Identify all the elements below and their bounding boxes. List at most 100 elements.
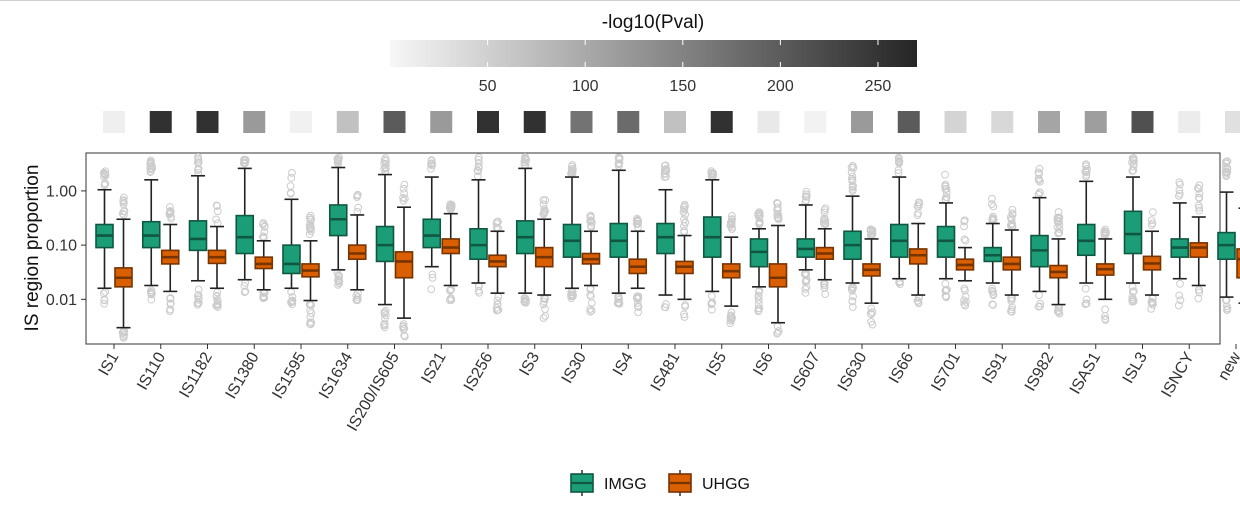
top-border bbox=[0, 0, 1240, 1]
box-iqr bbox=[422, 218, 442, 249]
outlier-point bbox=[381, 160, 390, 168]
outlier-point bbox=[400, 332, 409, 341]
outlier-point bbox=[120, 330, 129, 339]
outlier-point bbox=[353, 296, 362, 305]
outlier-point bbox=[988, 284, 997, 293]
outlier-point bbox=[586, 213, 595, 222]
outlier-point bbox=[708, 170, 717, 178]
outlier-point bbox=[614, 159, 623, 168]
outlier-point bbox=[801, 278, 810, 286]
outlier-point bbox=[334, 280, 342, 289]
pval-square bbox=[617, 111, 640, 133]
pval-square bbox=[523, 111, 546, 133]
box-uhgg bbox=[534, 218, 554, 296]
outlier-point bbox=[727, 315, 736, 324]
outlier-point bbox=[680, 313, 689, 321]
outlier-point bbox=[660, 161, 669, 170]
outlier-point bbox=[989, 288, 997, 296]
outlier-point bbox=[1101, 305, 1109, 314]
outlier-point bbox=[1101, 316, 1110, 324]
outlier-point bbox=[100, 299, 109, 308]
box-imgg bbox=[562, 176, 582, 290]
outlier-point bbox=[260, 228, 269, 237]
box-uhgg bbox=[441, 212, 461, 287]
outlier-point bbox=[119, 193, 128, 202]
outlier-point bbox=[474, 155, 483, 164]
box-iqr bbox=[1189, 242, 1209, 258]
outlier-point bbox=[492, 306, 501, 315]
outlier-point bbox=[960, 222, 968, 231]
outlier-point bbox=[587, 299, 596, 308]
box-iqr bbox=[768, 263, 788, 288]
pval-square bbox=[804, 111, 827, 133]
outlier-point bbox=[146, 167, 155, 176]
box-uhgg bbox=[908, 222, 928, 296]
outlier-point bbox=[774, 211, 783, 219]
outlier-point bbox=[194, 166, 203, 174]
outlier-point bbox=[1101, 225, 1110, 234]
outlier-point bbox=[1081, 284, 1090, 293]
outlier-point bbox=[1176, 296, 1185, 305]
outlier-point bbox=[914, 209, 923, 218]
x-tick-label: IS1634 bbox=[316, 349, 356, 402]
outlier-point bbox=[1176, 180, 1184, 189]
colorbar-tick-label: 50 bbox=[479, 78, 497, 95]
x-tick-label: new bbox=[1215, 349, 1240, 383]
outlier-point bbox=[146, 164, 155, 173]
pval-square bbox=[336, 111, 359, 133]
pval-colorbar: -log10(Pval) 50 100 150 200 250 bbox=[390, 12, 917, 95]
outlier-point bbox=[380, 323, 389, 332]
outlier-point bbox=[868, 226, 877, 235]
outlier-point bbox=[1129, 162, 1138, 171]
outlier-point bbox=[961, 301, 970, 310]
outlier-point bbox=[447, 200, 456, 209]
outlier-point bbox=[1054, 217, 1063, 226]
outlier-point bbox=[754, 288, 763, 296]
x-tick-label: IS1595 bbox=[269, 349, 309, 402]
outlier-point bbox=[1194, 184, 1203, 193]
outlier-point bbox=[727, 219, 735, 228]
outlier-point bbox=[165, 307, 174, 315]
outlier-point bbox=[1175, 291, 1184, 300]
outlier-point bbox=[633, 292, 642, 301]
box-imgg bbox=[702, 179, 722, 293]
y-tick-label: 0.10 bbox=[46, 238, 77, 255]
outlier-point bbox=[400, 189, 409, 198]
outlier-point bbox=[848, 183, 857, 192]
outlier-point bbox=[354, 203, 363, 212]
box-imgg bbox=[983, 222, 1003, 284]
outlier-point bbox=[259, 292, 268, 301]
outlier-point bbox=[428, 273, 437, 282]
outlier-point bbox=[587, 222, 596, 231]
outlier-point bbox=[147, 290, 156, 299]
outlier-point bbox=[634, 308, 643, 317]
outlier-point bbox=[1129, 287, 1138, 295]
outlier-point bbox=[399, 184, 408, 193]
outlier-point bbox=[774, 214, 783, 223]
outlier-point bbox=[867, 310, 876, 318]
outlier-point bbox=[819, 217, 828, 226]
plot-panel bbox=[85, 152, 1221, 345]
outlier-point bbox=[100, 181, 109, 189]
outlier-point bbox=[821, 204, 830, 213]
outlier-point bbox=[896, 280, 904, 289]
outlier-point bbox=[1129, 160, 1138, 168]
outlier-point bbox=[1174, 301, 1183, 310]
outlier-point bbox=[586, 307, 595, 316]
outlier-point bbox=[867, 304, 876, 313]
outlier-point bbox=[634, 219, 642, 228]
outlier-point bbox=[286, 188, 295, 197]
outlier-point bbox=[587, 306, 596, 315]
outlier-point bbox=[913, 297, 922, 305]
outlier-point bbox=[681, 202, 689, 210]
box-imgg bbox=[95, 188, 114, 290]
outlier-point bbox=[1008, 210, 1017, 219]
outlier-point bbox=[634, 303, 643, 311]
significance-squares bbox=[103, 111, 1240, 133]
outlier-point bbox=[1194, 193, 1203, 202]
outlier-point bbox=[962, 298, 970, 306]
outlier-point bbox=[1100, 229, 1109, 238]
outlier-point bbox=[755, 217, 764, 226]
outlier-point bbox=[727, 215, 736, 224]
outlier-point bbox=[988, 300, 997, 309]
